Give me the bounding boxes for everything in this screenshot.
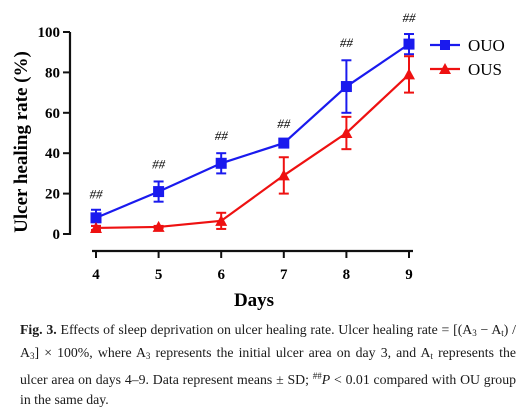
x-tick-label: 6 — [217, 267, 225, 283]
annotations: ## ## ## ## ## ## — [90, 10, 417, 202]
legend-label: OUS — [468, 60, 502, 79]
y-tick-label: 60 — [45, 106, 60, 122]
data-point-square — [215, 157, 227, 169]
y-tick-label: 80 — [45, 65, 60, 81]
data-point-triangle — [215, 214, 228, 226]
data-point-square — [340, 81, 352, 93]
caption-line4: ##P < 0.01 compared with OU group in the… — [20, 371, 516, 407]
x-tick-label: 4 — [92, 267, 100, 283]
legend-marker-triangle — [439, 63, 451, 74]
data-point-square — [90, 212, 102, 224]
y-tick-label: 40 — [45, 146, 60, 162]
x-axis-title: Days — [234, 290, 274, 311]
figure-caption: Fig. 3. Effects of sleep deprivation on … — [20, 320, 516, 410]
data-point-square — [403, 38, 415, 50]
data-point-triangle — [340, 127, 353, 138]
series-line — [95, 73, 410, 230]
data-point-triangle — [403, 68, 415, 80]
legend: OUO OUS — [430, 36, 505, 79]
significance-mark: ## — [340, 35, 354, 50]
figure-label: Fig. 3. — [20, 322, 57, 337]
y-tick-label: 20 — [45, 187, 60, 203]
x-tick-label: 5 — [155, 267, 163, 283]
significance-mark: ## — [277, 116, 291, 131]
data-point-triangle — [152, 220, 165, 232]
y-axis-title: Ulcer healing rate (%) — [11, 51, 32, 233]
significance-mark: ## — [403, 10, 417, 25]
legend-label: OUO — [468, 36, 505, 55]
significance-mark: ## — [215, 128, 229, 143]
significance-mark: ## — [152, 156, 166, 171]
axes: 0 20 40 60 80 100 4 5 6 7 8 9 — [38, 25, 413, 283]
y-tick-label: 100 — [38, 25, 61, 41]
line-chart: 0 20 40 60 80 100 4 5 6 7 8 9 ## ## ## ## ## ## OUO OUS U… — [11, 10, 505, 311]
data-point-triangle — [277, 169, 290, 181]
series-layer — [90, 33, 415, 233]
x-tick-label: 7 — [280, 267, 288, 283]
y-tick-label: 0 — [53, 227, 61, 243]
x-tick-label: 8 — [343, 267, 351, 283]
caption-line3: day 3, and At represents the ulcer area … — [20, 345, 516, 387]
data-point-square — [153, 186, 165, 198]
x-tick-label: 9 — [405, 267, 413, 283]
data-point-triangle — [90, 221, 102, 233]
series-line — [95, 43, 410, 219]
caption-line1: Effects of sleep deprivation on ulcer he… — [60, 322, 414, 337]
legend-item-ous: OUS — [430, 60, 502, 79]
significance-mark: ## — [90, 187, 104, 202]
data-point-square — [278, 137, 290, 149]
caption-line2: rate = [(A3 − At) / A3] × 100%, where A3… — [20, 322, 516, 361]
series-ouo — [90, 33, 415, 227]
legend-marker-square — [440, 40, 450, 50]
legend-item-ouo: OUO — [430, 36, 505, 55]
series-ous — [90, 55, 415, 233]
